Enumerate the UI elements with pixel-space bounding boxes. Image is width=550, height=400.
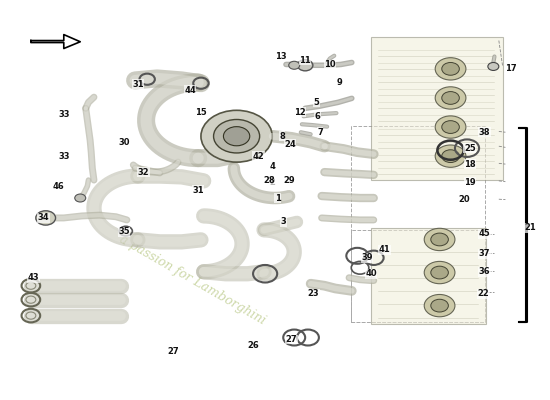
Text: 23: 23 bbox=[307, 289, 319, 298]
Text: 25: 25 bbox=[464, 144, 476, 153]
Circle shape bbox=[298, 60, 313, 71]
Circle shape bbox=[201, 110, 272, 162]
Circle shape bbox=[431, 266, 448, 279]
FancyBboxPatch shape bbox=[371, 228, 486, 324]
Circle shape bbox=[442, 150, 459, 162]
Text: 19: 19 bbox=[464, 178, 476, 186]
Text: 42: 42 bbox=[252, 152, 265, 161]
Circle shape bbox=[213, 120, 260, 153]
Text: 38: 38 bbox=[479, 128, 490, 137]
Text: 27: 27 bbox=[168, 347, 179, 356]
Text: 12: 12 bbox=[294, 108, 306, 117]
Text: 8: 8 bbox=[279, 132, 285, 141]
Text: 5: 5 bbox=[313, 98, 319, 107]
Circle shape bbox=[442, 62, 459, 75]
Text: 37: 37 bbox=[479, 249, 490, 258]
Circle shape bbox=[424, 294, 455, 317]
Bar bbox=[351, 126, 485, 322]
Text: 3: 3 bbox=[280, 218, 286, 226]
Text: 6: 6 bbox=[315, 112, 321, 121]
Text: 24: 24 bbox=[284, 140, 296, 149]
Text: 26: 26 bbox=[247, 341, 259, 350]
Text: 13: 13 bbox=[274, 52, 287, 61]
Text: 11: 11 bbox=[299, 56, 311, 65]
Text: 7: 7 bbox=[317, 128, 323, 137]
Circle shape bbox=[75, 194, 86, 202]
Text: 33: 33 bbox=[58, 110, 69, 119]
Circle shape bbox=[431, 299, 448, 312]
Text: 44: 44 bbox=[184, 86, 196, 95]
Circle shape bbox=[424, 228, 455, 251]
Text: 15: 15 bbox=[195, 108, 207, 117]
Text: 20: 20 bbox=[459, 196, 470, 204]
Text: 30: 30 bbox=[118, 138, 130, 147]
Text: 2: 2 bbox=[270, 178, 275, 186]
Text: 10: 10 bbox=[324, 60, 336, 69]
Text: 43: 43 bbox=[28, 273, 40, 282]
Text: 36: 36 bbox=[478, 267, 491, 276]
Text: 22: 22 bbox=[477, 289, 490, 298]
Circle shape bbox=[435, 116, 466, 138]
Text: 34: 34 bbox=[37, 214, 50, 222]
Circle shape bbox=[435, 87, 466, 109]
Text: 46: 46 bbox=[52, 182, 64, 190]
Text: 21: 21 bbox=[524, 224, 536, 232]
Circle shape bbox=[435, 145, 466, 167]
Text: 32: 32 bbox=[138, 168, 149, 176]
FancyBboxPatch shape bbox=[371, 36, 503, 180]
Text: 4: 4 bbox=[270, 162, 275, 171]
Text: 17: 17 bbox=[505, 64, 516, 73]
Circle shape bbox=[431, 233, 448, 246]
Text: 27: 27 bbox=[285, 335, 297, 344]
Text: 33: 33 bbox=[58, 152, 69, 161]
Text: 18: 18 bbox=[464, 160, 476, 169]
Bar bbox=[351, 230, 485, 322]
Text: 31: 31 bbox=[192, 186, 204, 194]
Text: 28: 28 bbox=[263, 176, 276, 184]
Text: 9: 9 bbox=[337, 78, 343, 87]
Text: 41: 41 bbox=[379, 245, 390, 254]
Text: 45: 45 bbox=[478, 229, 491, 238]
Circle shape bbox=[442, 92, 459, 104]
Text: a passion for Lamborghini: a passion for Lamborghini bbox=[117, 232, 268, 327]
Circle shape bbox=[442, 121, 459, 134]
Text: 29: 29 bbox=[283, 176, 295, 184]
Text: 31: 31 bbox=[132, 80, 144, 89]
Text: 1: 1 bbox=[275, 194, 280, 202]
Circle shape bbox=[223, 127, 250, 146]
Text: 39: 39 bbox=[361, 253, 373, 262]
Circle shape bbox=[36, 211, 56, 225]
Text: 40: 40 bbox=[365, 269, 377, 278]
Text: 35: 35 bbox=[118, 227, 130, 236]
Circle shape bbox=[424, 261, 455, 284]
Circle shape bbox=[289, 61, 300, 69]
Circle shape bbox=[435, 58, 466, 80]
Circle shape bbox=[488, 62, 499, 70]
